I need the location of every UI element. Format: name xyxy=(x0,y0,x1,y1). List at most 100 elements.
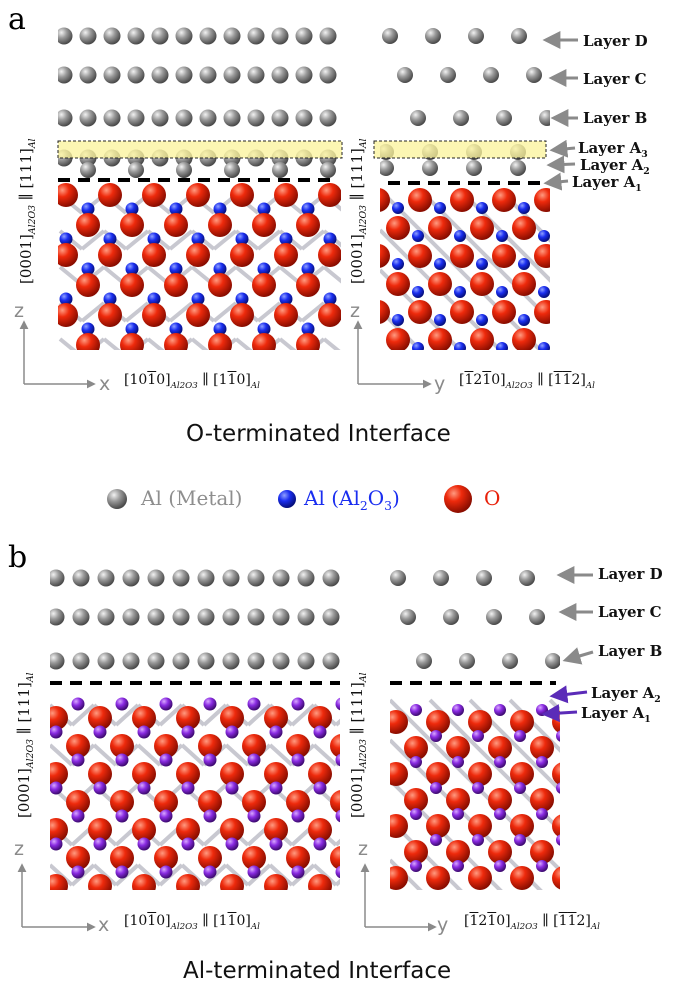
al-term-atom xyxy=(225,837,239,851)
legend-al2o3-label: Al (Al2O3) xyxy=(304,486,400,513)
metal-al-atom xyxy=(103,27,121,45)
oxygen-atom xyxy=(164,213,188,237)
bond xyxy=(234,337,253,350)
metal-al-atom xyxy=(151,109,169,127)
oxygen-atom xyxy=(330,846,340,870)
layer-arrow xyxy=(541,704,578,723)
oxygen-atom xyxy=(142,183,166,207)
bond xyxy=(158,703,184,727)
al2o3-al-atom xyxy=(81,202,95,216)
metal-al-atom xyxy=(510,160,526,176)
metal-al-atom xyxy=(172,569,190,587)
oxygen-atom xyxy=(552,814,560,838)
oxygen-atom xyxy=(88,706,112,730)
al2o3-al-atom xyxy=(257,262,271,276)
al-term-atom xyxy=(203,753,217,767)
oxygen-atom xyxy=(132,818,156,842)
al-term-atom xyxy=(494,704,506,716)
oxygen-atom xyxy=(426,710,450,734)
oxygen-atom xyxy=(50,874,68,890)
metal-al-atom xyxy=(199,27,217,45)
metal-al-atom xyxy=(199,109,217,127)
oxygen-atom xyxy=(296,213,320,237)
metal-al-atom xyxy=(97,608,115,626)
oxygen-atom xyxy=(308,762,332,786)
oxygen-atom xyxy=(198,846,222,870)
panel-a-layer-a1: Layer A1 xyxy=(572,173,642,194)
oxygen-atom xyxy=(426,866,450,890)
metal-al-atom xyxy=(80,162,96,178)
bond xyxy=(190,337,209,350)
al-term-atom xyxy=(335,753,340,767)
bond xyxy=(334,878,340,887)
oxygen-atom xyxy=(446,788,470,812)
al2o3-al-atom xyxy=(454,342,466,350)
oxygen-atom xyxy=(428,216,452,240)
panel-b-right-z-axis-label: z xyxy=(358,838,368,860)
oxygen-atom xyxy=(98,303,122,327)
panel-b-left-z-axis-label: z xyxy=(14,838,24,860)
al-term-atom xyxy=(472,782,484,794)
al-term-atom xyxy=(137,837,151,851)
oxygen-atom xyxy=(390,814,408,838)
al-term-atom xyxy=(181,837,195,851)
metal-al-atom xyxy=(175,27,193,45)
metal-al-atom xyxy=(526,67,542,83)
oxygen-atom xyxy=(308,706,332,730)
metal-al-atom xyxy=(72,652,90,670)
al2o3-al-atom xyxy=(476,258,488,270)
al2o3-al-atom xyxy=(104,353,117,366)
oxygen-atom xyxy=(488,840,512,864)
oxygen-atom xyxy=(252,333,276,350)
oxygen-atom xyxy=(142,303,166,327)
oxygen-atom xyxy=(132,874,156,890)
metal-al-atom xyxy=(319,66,337,84)
panel-a-layer-d: Layer D xyxy=(583,32,648,50)
bond xyxy=(80,301,106,323)
oxygen-atom xyxy=(390,710,408,734)
legend-oxygen-label: O xyxy=(484,486,501,510)
panel-a-x-axis-label: x xyxy=(99,373,111,395)
oxygen-atom xyxy=(186,183,210,207)
al-term-atom xyxy=(494,808,506,820)
al2o3-al-atom xyxy=(538,286,550,298)
oxygen-atom xyxy=(534,300,550,324)
metal-al-atom xyxy=(127,27,145,45)
al-term-atom xyxy=(430,834,442,846)
al-term-atom xyxy=(335,697,340,711)
oxygen-atom xyxy=(208,213,232,237)
metal-al-atom xyxy=(247,608,265,626)
metal-al-atom xyxy=(271,109,289,127)
al-term-atom xyxy=(137,725,151,739)
al2o3-al-atom xyxy=(191,232,205,246)
oxygen-atom xyxy=(274,303,298,327)
metal-al-atom xyxy=(297,569,315,587)
metal-al-atom xyxy=(103,109,121,127)
panel-a-left-z-axis-label: z xyxy=(14,300,24,322)
metal-al-atom xyxy=(380,160,394,176)
al2o3-al-atom xyxy=(235,232,249,246)
oxygen-atom xyxy=(88,762,112,786)
metal-al-atom xyxy=(502,653,518,669)
al-term-atom xyxy=(225,781,239,795)
oxygen-atom xyxy=(446,736,470,760)
panel-b-layer-a2: Layer A2 xyxy=(591,684,661,705)
al-term-atom xyxy=(50,837,63,851)
al-term-atom xyxy=(115,753,129,767)
oxygen-atom xyxy=(552,762,560,786)
oxygen-atom xyxy=(120,333,144,350)
metal-al-atom xyxy=(320,162,336,178)
al-term-atom xyxy=(159,697,173,711)
al2o3-al-atom xyxy=(496,342,508,350)
oxygen-atom xyxy=(242,846,266,870)
panel-a-right-vertical-direction: [0001]Al2O3 ∥ [111]Al xyxy=(348,138,369,284)
al-term-atom xyxy=(536,808,548,820)
al2o3-al-atom xyxy=(213,262,227,276)
al-term-atom xyxy=(410,808,422,820)
metal-al-atom xyxy=(319,27,337,45)
al-term-atom xyxy=(452,704,464,716)
metal-al-atom xyxy=(511,28,527,44)
bond xyxy=(322,265,341,284)
al2o3-al-atom xyxy=(392,314,404,326)
